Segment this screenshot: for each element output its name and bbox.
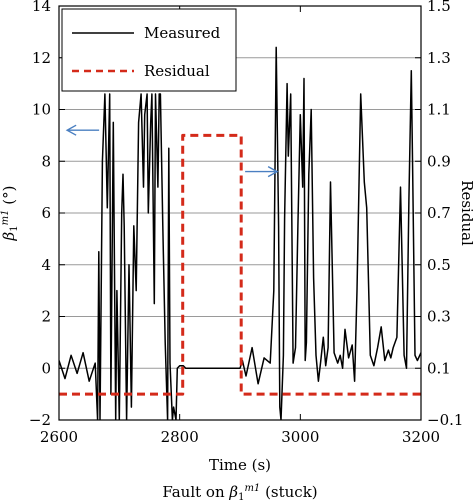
y-left-tick-label-8: 14 (32, 0, 51, 15)
figure-caption: Fault on β1m1 (stuck) (162, 483, 317, 503)
arrow-head (267, 165, 279, 178)
left-y-axis-unit: (°) (0, 186, 18, 210)
legend-label-measured: Measured (144, 24, 221, 42)
y-left-tick-label-1: 0 (41, 359, 51, 377)
y-right-tick-label-6: 1.1 (427, 101, 451, 119)
right-y-axis-title: Residual (458, 180, 474, 246)
y-right-tick-label-1: 0.1 (427, 359, 451, 377)
left-y-axis-title: β1m1 (°) (0, 186, 20, 242)
left-y-axis-subscript: 1 (9, 225, 20, 231)
series-residual (59, 133, 421, 396)
tick-labels: 2600 2800 3000 3200 −2 0 2 4 6 8 10 12 14 −0.1 0.1 0.3 0… (29, 0, 464, 446)
left-y-axis-superscript: m1 (0, 210, 11, 226)
y-right-tick-label-5: 0.9 (427, 152, 451, 170)
legend-label-residual: Residual (144, 62, 210, 80)
y-left-tick-label-5: 8 (41, 152, 51, 170)
arrow-right-icon (245, 165, 279, 178)
series-line-measured (59, 46, 421, 420)
x-tick-label-3: 3200 (402, 428, 440, 446)
y-right-tick-label-4: 0.7 (427, 204, 451, 222)
y-left-tick-label-4: 6 (41, 204, 51, 222)
y-right-tick-label-8: 1.5 (427, 0, 451, 15)
annotations (65, 124, 279, 178)
arrow-head (65, 124, 77, 136)
y-left-tick-label-7: 12 (32, 49, 51, 67)
caption-prefix: Fault on (162, 483, 229, 501)
x-axis-title: Time (s) (209, 456, 271, 474)
y-right-tick-label-0: −0.1 (427, 411, 463, 429)
arrow-left-icon (65, 124, 100, 136)
y-right-tick-label-3: 0.5 (427, 256, 451, 274)
y-left-tick-label-6: 10 (32, 101, 51, 119)
y-left-tick-label-3: 4 (41, 256, 51, 274)
series-line-residual (59, 133, 421, 396)
x-tick-label-2: 3000 (281, 428, 319, 446)
y-left-tick-label-2: 2 (41, 308, 51, 326)
legend-box (61, 8, 237, 92)
caption-superscript: m1 (244, 483, 260, 494)
left-y-axis-symbol: β (0, 231, 18, 241)
caption-suffix: (stuck) (260, 483, 317, 501)
series-measured (59, 46, 421, 420)
x-tick-label-0: 2600 (40, 428, 78, 446)
y-right-tick-label-2: 0.3 (427, 308, 451, 326)
caption-subscript: 1 (238, 492, 244, 503)
legend: Measured Residual (61, 8, 237, 92)
caption-symbol: β (228, 483, 238, 501)
y-right-tick-label-7: 1.3 (427, 49, 451, 67)
x-tick-label-1: 2800 (161, 428, 199, 446)
y-left-tick-label-0: −2 (29, 411, 51, 429)
